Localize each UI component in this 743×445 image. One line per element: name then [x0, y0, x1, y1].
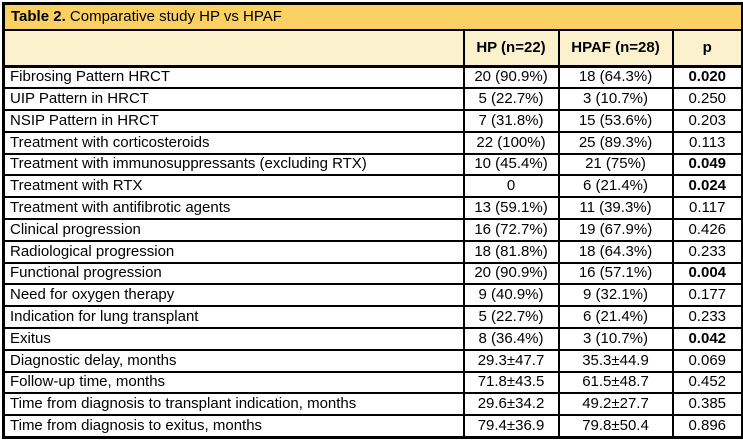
hp-value: 20 (90.9%)	[462, 261, 560, 286]
p-value: 0.177	[671, 283, 743, 308]
hp-value: 29.3±47.7	[462, 348, 560, 373]
table-row: Time from diagnosis to transplant indica…	[2, 392, 743, 417]
table-row: Fibrosing Pattern HRCT 20 (90.9%) 18 (64…	[2, 65, 743, 90]
row-label: UIP Pattern in HRCT	[2, 87, 465, 112]
p-value: 0.250	[671, 87, 743, 112]
hp-value: 71.8±43.5	[462, 370, 560, 395]
hpaf-value: 18 (64.3%)	[557, 65, 674, 90]
hpaf-value: 11 (39.3%)	[557, 196, 674, 221]
column-header-hp: HP (n=22)	[462, 28, 560, 68]
row-label: Time from diagnosis to transplant indica…	[2, 392, 465, 417]
hpaf-value: 16 (57.1%)	[557, 261, 674, 286]
hp-value: 16 (72.7%)	[462, 218, 560, 242]
hpaf-value: 25 (89.3%)	[557, 130, 674, 155]
table-body: Fibrosing Pattern HRCT 20 (90.9%) 18 (64…	[2, 65, 743, 439]
table-row: Treatment with immunosuppressants (exclu…	[2, 152, 743, 177]
hpaf-value: 3 (10.7%)	[557, 87, 674, 112]
hp-value: 10 (45.4%)	[462, 152, 560, 177]
hpaf-value: 79.8±50.4	[557, 414, 674, 439]
table-header-row: HP (n=22) HPAF (n=28) p	[2, 28, 743, 68]
comparative-study-table: Table 2. Comparative study HP vs HPAF HP…	[2, 2, 743, 439]
p-value: 0.896	[671, 414, 743, 439]
table-row: Indication for lung transplant 5 (22.7%)…	[2, 305, 743, 330]
hp-value: 18 (81.8%)	[462, 239, 560, 264]
table-row: Treatment with corticosteroids 22 (100%)…	[2, 130, 743, 155]
row-label: NSIP Pattern in HRCT	[2, 109, 465, 133]
row-label: Time from diagnosis to exitus, months	[2, 414, 465, 439]
table-row: Follow-up time, months 71.8±43.5 61.5±48…	[2, 370, 743, 395]
p-value: 0.024	[671, 174, 743, 199]
p-value: 0.203	[671, 109, 743, 133]
column-header-hpaf: HPAF (n=28)	[557, 28, 674, 68]
hpaf-value: 15 (53.6%)	[557, 109, 674, 133]
hpaf-value: 19 (67.9%)	[557, 218, 674, 242]
table-row: Diagnostic delay, months 29.3±47.7 35.3±…	[2, 348, 743, 373]
row-label: Functional progression	[2, 261, 465, 286]
table-row: Clinical progression 16 (72.7%) 19 (67.9…	[2, 218, 743, 242]
p-value: 0.113	[671, 130, 743, 155]
row-label: Treatment with antifibrotic agents	[2, 196, 465, 221]
row-label: Diagnostic delay, months	[2, 348, 465, 373]
hp-value: 5 (22.7%)	[462, 305, 560, 330]
hpaf-value: 18 (64.3%)	[557, 239, 674, 264]
hp-value: 29.6±34.2	[462, 392, 560, 417]
hpaf-value: 9 (32.1%)	[557, 283, 674, 308]
hpaf-value: 61.5±48.7	[557, 370, 674, 395]
row-label: Fibrosing Pattern HRCT	[2, 65, 465, 90]
hpaf-value: 6 (21.4%)	[557, 305, 674, 330]
hp-value: 8 (36.4%)	[462, 327, 560, 351]
row-label: Radiological progression	[2, 239, 465, 264]
column-header-empty	[2, 28, 465, 68]
p-value: 0.385	[671, 392, 743, 417]
hpaf-value: 49.2±27.7	[557, 392, 674, 417]
table-row: Time from diagnosis to exitus, months 79…	[2, 414, 743, 439]
table-title-row: Table 2. Comparative study HP vs HPAF	[2, 2, 743, 31]
row-label: Indication for lung transplant	[2, 305, 465, 330]
row-label: Treatment with RTX	[2, 174, 465, 199]
table-title-text: Comparative study HP vs HPAF	[69, 8, 282, 25]
table-row: Treatment with antifibrotic agents 13 (5…	[2, 196, 743, 221]
hp-value: 5 (22.7%)	[462, 87, 560, 112]
p-value: 0.020	[671, 65, 743, 90]
row-label: Treatment with immunosuppressants (exclu…	[2, 152, 465, 177]
hpaf-value: 3 (10.7%)	[557, 327, 674, 351]
column-header-p: p	[671, 28, 743, 68]
hpaf-value: 21 (75%)	[557, 152, 674, 177]
hp-value: 22 (100%)	[462, 130, 560, 155]
hp-value: 20 (90.9%)	[462, 65, 560, 90]
hp-value: 9 (40.9%)	[462, 283, 560, 308]
row-label: Need for oxygen therapy	[2, 283, 465, 308]
row-label: Exitus	[2, 327, 465, 351]
p-value: 0.233	[671, 305, 743, 330]
hpaf-value: 35.3±44.9	[557, 348, 674, 373]
table-row: Exitus 8 (36.4%) 3 (10.7%) 0.042	[2, 327, 743, 351]
row-label: Clinical progression	[2, 218, 465, 242]
p-value: 0.452	[671, 370, 743, 395]
p-value: 0.426	[671, 218, 743, 242]
table-row: Treatment with RTX 0 6 (21.4%) 0.024	[2, 174, 743, 199]
p-value: 0.069	[671, 348, 743, 373]
hp-value: 79.4±36.9	[462, 414, 560, 439]
table-row: UIP Pattern in HRCT 5 (22.7%) 3 (10.7%) …	[2, 87, 743, 112]
row-label: Treatment with corticosteroids	[2, 130, 465, 155]
row-label: Follow-up time, months	[2, 370, 465, 395]
p-value: 0.049	[671, 152, 743, 177]
table-title: Table 2. Comparative study HP vs HPAF	[2, 2, 743, 31]
table-row: Need for oxygen therapy 9 (40.9%) 9 (32.…	[2, 283, 743, 308]
hp-value: 7 (31.8%)	[462, 109, 560, 133]
table-title-prefix: Table 2.	[11, 8, 66, 25]
hpaf-value: 6 (21.4%)	[557, 174, 674, 199]
p-value: 0.004	[671, 261, 743, 286]
hp-value: 0	[462, 174, 560, 199]
hp-value: 13 (59.1%)	[462, 196, 560, 221]
p-value: 0.233	[671, 239, 743, 264]
p-value: 0.117	[671, 196, 743, 221]
p-value: 0.042	[671, 327, 743, 351]
table-row: Radiological progression 18 (81.8%) 18 (…	[2, 239, 743, 264]
table-row: Functional progression 20 (90.9%) 16 (57…	[2, 261, 743, 286]
table-row: NSIP Pattern in HRCT 7 (31.8%) 15 (53.6%…	[2, 109, 743, 133]
